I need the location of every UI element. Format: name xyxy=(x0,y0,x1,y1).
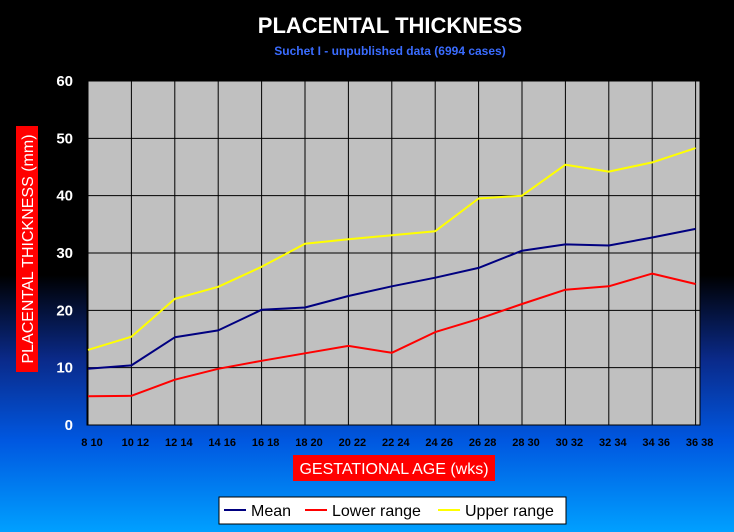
chart-title: PLACENTAL THICKNESS xyxy=(258,13,522,38)
x-tick-label: 20 22 xyxy=(339,437,367,449)
legend-box xyxy=(218,496,567,525)
x-tick-label: 36 38 xyxy=(686,437,714,449)
x-tick-label: 10 12 xyxy=(122,437,150,449)
y-axis-title-box xyxy=(16,126,38,372)
x-tick-label: 8 10 xyxy=(81,437,102,449)
y-tick-label: 10 xyxy=(56,360,73,377)
y-tick-label: 30 xyxy=(56,245,73,262)
x-tick-label: 16 18 xyxy=(252,437,280,449)
y-tick-label: 20 xyxy=(56,302,73,319)
x-tick-label: 22 24 xyxy=(382,437,410,449)
series-line-0 xyxy=(87,227,696,370)
y-tick-label: 40 xyxy=(56,188,73,205)
legend-label: Upper range xyxy=(465,503,554,520)
series-line-1 xyxy=(87,272,696,398)
y-tick-label: 60 xyxy=(56,73,73,90)
x-tick-label: 18 20 xyxy=(295,437,323,449)
x-tick-label: 32 34 xyxy=(599,437,627,449)
y-tick-labels: 0 10 20 30 40 50 60 xyxy=(56,73,73,434)
x-tick-label: 14 16 xyxy=(208,437,236,449)
legend: Mean Lower range Upper range xyxy=(218,496,567,525)
series-lines xyxy=(87,147,696,398)
x-tick-label: 12 14 xyxy=(165,437,193,449)
x-tick-label: 26 28 xyxy=(469,437,497,449)
x-axis-title: GESTATIONAL AGE (wks) xyxy=(299,461,488,478)
legend-label: Lower range xyxy=(332,503,421,520)
x-tick-labels: 8 10 10 12 12 14 14 16 16 18 18 20 20 22 22 24 2… xyxy=(81,437,713,449)
series-line-2 xyxy=(87,147,696,351)
legend-label: Mean xyxy=(251,503,291,520)
gridlines xyxy=(86,80,701,426)
x-tick-label: 28 30 xyxy=(512,437,540,449)
y-tick-label: 50 xyxy=(56,130,73,147)
x-tick-label: 30 32 xyxy=(556,437,584,449)
plot-border xyxy=(86,80,701,426)
y-axis-title: PLACENTAL THICKNESS (mm) xyxy=(20,134,37,363)
x-tick-label: 24 26 xyxy=(425,437,453,449)
y-tick-label: 0 xyxy=(65,417,73,434)
x-axis-title-box xyxy=(293,455,495,481)
chart-subtitle: Suchet I - unpublished data (6994 cases) xyxy=(274,44,505,58)
x-tick-label: 34 36 xyxy=(642,437,670,449)
